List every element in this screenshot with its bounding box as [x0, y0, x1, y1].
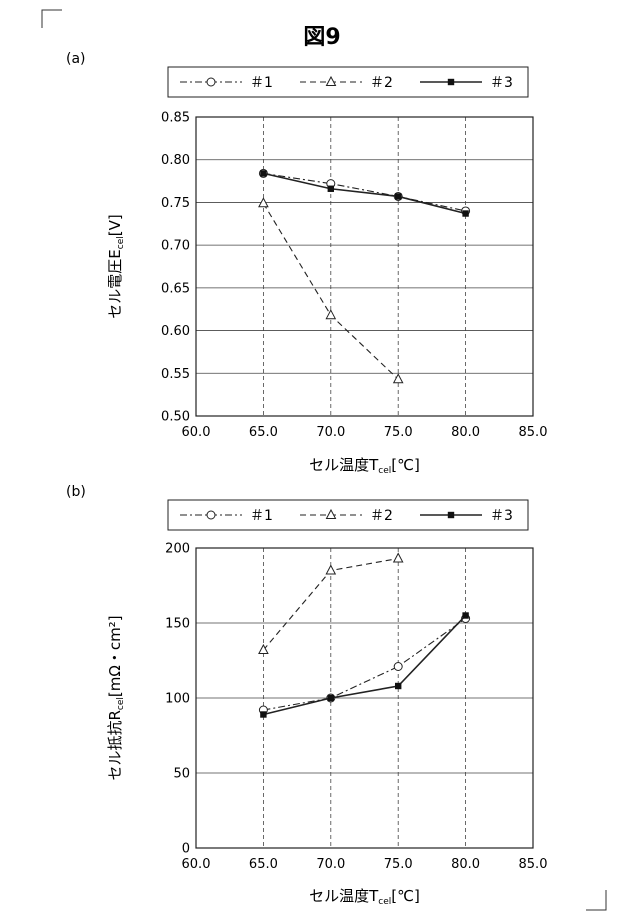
- legend-marker: [206, 510, 216, 520]
- corner-mark-top-left: [41, 9, 62, 28]
- series-3: [260, 170, 469, 217]
- legend-marker: [447, 511, 455, 519]
- y-tick-label: 0.65: [161, 281, 190, 296]
- x-tick-label: 85.0: [519, 425, 548, 440]
- legend-label: ＃3: [490, 75, 513, 91]
- legend: ＃1 ＃2 ＃3: [167, 499, 529, 531]
- chart-panel-b: (b) 0 50 100 150 200 60.0 65.0 70.0 75.0 80.0 85.0 セ…: [66, 484, 547, 907]
- x-tick-label: 60.0: [182, 857, 211, 872]
- data-point: [258, 643, 269, 654]
- data-point: [393, 662, 403, 671]
- data-point: [325, 309, 337, 320]
- y-axis-title: セル電圧Ecel[V]: [106, 214, 126, 318]
- x-tick-label: 80.0: [451, 425, 480, 440]
- y-tick-label: 0: [182, 842, 190, 857]
- y-axis-title: セル抵抗Rcel[mΩ・cm²]: [106, 615, 126, 780]
- series-line: [263, 614, 467, 716]
- series-line: [263, 172, 466, 215]
- legend-marker: [206, 77, 216, 87]
- data-point: [462, 210, 469, 217]
- legend-item-2: ＃2: [300, 75, 393, 91]
- x-tick-label: 65.0: [249, 857, 278, 872]
- chart-panel-a: (a) 0.50 0.55 0.60 0.65 0.70 0.75 0.80 0.85 60.0 6…: [66, 51, 547, 476]
- legend-item-1: ＃1: [180, 508, 273, 524]
- series-1: [258, 614, 471, 715]
- legend-label: ＃1: [250, 508, 273, 524]
- data-point: [260, 711, 267, 718]
- series-3: [260, 612, 469, 718]
- x-tick-label: 70.0: [316, 857, 345, 872]
- y-tick-label: 0.85: [161, 111, 190, 126]
- data-point: [462, 612, 469, 619]
- data-point: [395, 682, 402, 690]
- data-point: [325, 564, 337, 575]
- x-tick-label: 60.0: [182, 425, 211, 440]
- legend-label: ＃2: [370, 75, 393, 91]
- legend-marker: [447, 78, 455, 86]
- y-tick-label: 50: [173, 767, 190, 782]
- data-point: [327, 185, 334, 192]
- y-tick-label: 0.50: [161, 410, 190, 425]
- y-tick-label: 100: [165, 692, 190, 707]
- data-point: [258, 197, 269, 208]
- series-line: [263, 172, 466, 212]
- x-tick-label: 75.0: [384, 857, 413, 872]
- series-2: [258, 197, 404, 384]
- legend-item-2: ＃2: [300, 508, 393, 524]
- legend: ＃1 ＃2 ＃3: [167, 66, 529, 98]
- legend-marker: [325, 75, 337, 86]
- y-tick-label: 0.55: [161, 367, 190, 382]
- legend-marker: [325, 508, 337, 519]
- x-tick-label: 75.0: [384, 425, 413, 440]
- y-tick-label: 200: [165, 542, 190, 557]
- legend-item-3: ＃3: [420, 508, 513, 524]
- data-point: [392, 373, 404, 384]
- legend-label: ＃2: [370, 508, 393, 524]
- legend-label: ＃1: [250, 75, 273, 91]
- x-tick-label: 80.0: [451, 857, 480, 872]
- legend-item-1: ＃1: [180, 75, 273, 91]
- x-tick-label: 70.0: [316, 425, 345, 440]
- y-tick-label: 0.75: [161, 196, 190, 211]
- plot-frame: [195, 547, 534, 849]
- data-point: [395, 193, 402, 200]
- corner-mark-bottom-right: [586, 890, 607, 911]
- legend-label: ＃3: [490, 508, 513, 524]
- plot-frame: [195, 116, 534, 417]
- x-tick-label: 85.0: [519, 857, 548, 872]
- figure-title: 図9: [303, 25, 340, 50]
- legend-item-3: ＃3: [420, 75, 513, 91]
- y-tick-label: 0.70: [161, 239, 190, 254]
- panel-label: (b): [66, 484, 86, 500]
- series-line: [263, 618, 466, 711]
- x-axis-title: セル温度Tcel[℃]: [309, 887, 420, 907]
- y-tick-label: 0.60: [161, 324, 190, 339]
- data-point: [327, 694, 334, 702]
- data-point: [392, 552, 404, 563]
- x-tick-label: 65.0: [249, 425, 278, 440]
- panel-label: (a): [66, 51, 86, 67]
- y-tick-label: 0.80: [161, 153, 190, 168]
- y-tick-label: 150: [165, 617, 190, 632]
- series-2: [258, 552, 404, 654]
- data-point: [260, 170, 267, 177]
- x-axis-title: セル温度Tcel[℃]: [309, 456, 420, 476]
